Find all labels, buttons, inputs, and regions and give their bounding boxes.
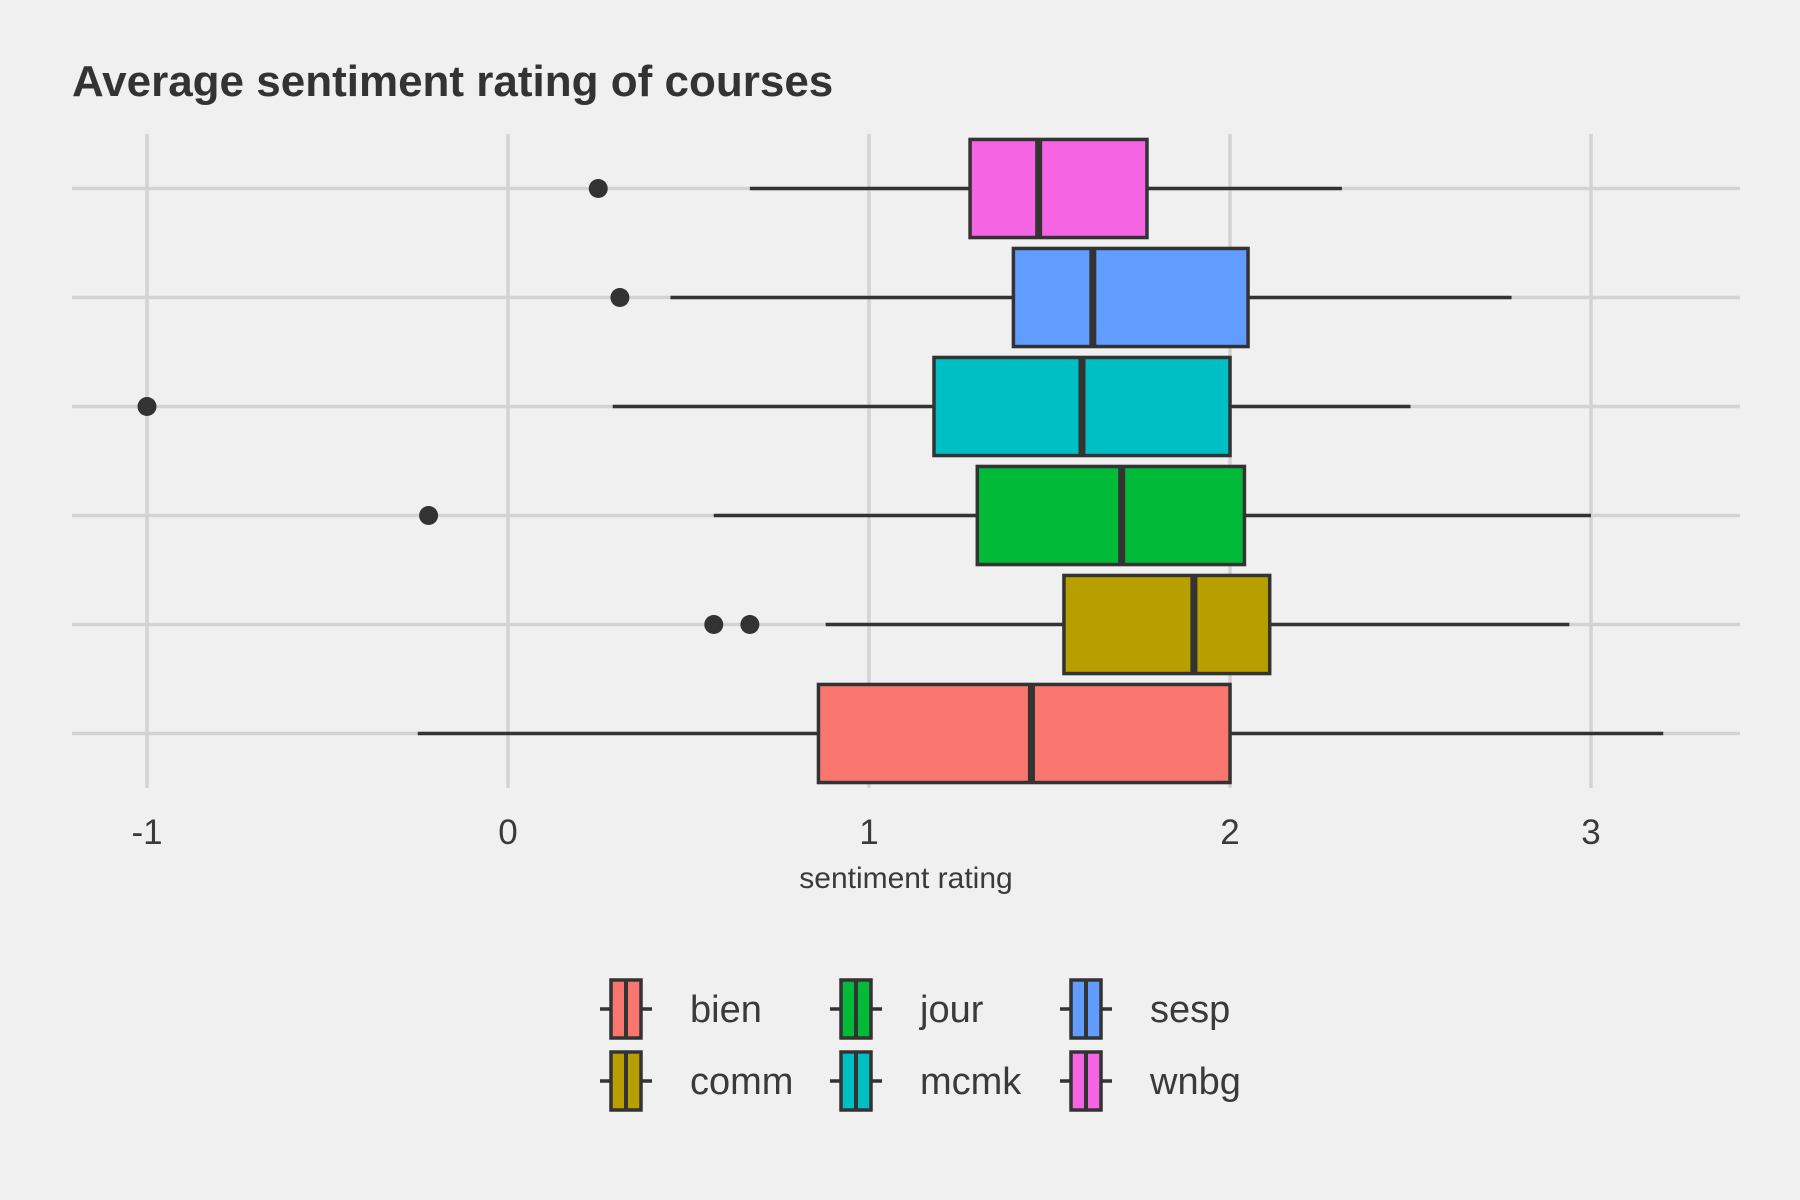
outlier-jour-0 — [419, 506, 439, 525]
x-axis-ticks: -1 0 1 2 3 — [131, 813, 1600, 852]
x-tick-label-1: 0 — [498, 813, 517, 852]
box-sesp — [610, 246, 1512, 349]
legend-label-sesp: sesp — [1150, 989, 1230, 1031]
legend-item-comm: comm — [600, 1050, 793, 1112]
box-rect-comm — [1062, 573, 1272, 676]
box-wnbg — [588, 137, 1342, 240]
boxes — [137, 137, 1664, 785]
legend-label-wnbg: wnbg — [1149, 1061, 1241, 1103]
box-jour — [419, 464, 1591, 567]
legend-label-comm: comm — [690, 1061, 793, 1103]
x-axis-label: sentiment rating — [799, 862, 1012, 895]
chart-title: Average sentiment rating of courses — [72, 57, 833, 106]
legend: bien jour sesp comm mcmk wnbg — [600, 978, 1241, 1112]
legend-key-bien — [600, 978, 652, 1040]
legend-key-comm — [600, 1050, 652, 1112]
box-mcmk — [137, 355, 1411, 458]
legend-key-wnbg — [1060, 1050, 1112, 1112]
x-tick-label-0: -1 — [131, 813, 162, 852]
legend-key-sesp — [1060, 978, 1112, 1040]
box-rect-bien — [816, 682, 1232, 785]
legend-label-jour: jour — [919, 989, 984, 1031]
x-tick-label-4: 3 — [1581, 813, 1600, 852]
legend-label-mcmk: mcmk — [920, 1061, 1022, 1103]
outlier-wnbg-0 — [588, 179, 608, 198]
outlier-sesp-0 — [610, 288, 630, 307]
box-rect-sesp — [1011, 246, 1250, 349]
box-bien — [417, 682, 1664, 785]
legend-item-wnbg: wnbg — [1060, 1050, 1241, 1112]
legend-item-bien: bien — [600, 978, 762, 1040]
outlier-comm-1 — [740, 615, 760, 634]
box-rect-wnbg — [968, 137, 1149, 240]
outlier-mcmk-0 — [137, 397, 157, 416]
x-tick-label-3: 2 — [1220, 813, 1239, 852]
legend-key-mcmk — [830, 1050, 882, 1112]
outlier-comm-0 — [704, 615, 724, 634]
legend-label-bien: bien — [690, 989, 762, 1031]
box-rect-jour — [975, 464, 1247, 567]
legend-key-jour — [830, 978, 882, 1040]
legend-item-mcmk: mcmk — [830, 1050, 1022, 1112]
x-tick-label-2: 1 — [859, 813, 878, 852]
legend-item-jour: jour — [830, 978, 984, 1040]
box-comm — [704, 573, 1570, 676]
legend-item-sesp: sesp — [1060, 978, 1230, 1040]
